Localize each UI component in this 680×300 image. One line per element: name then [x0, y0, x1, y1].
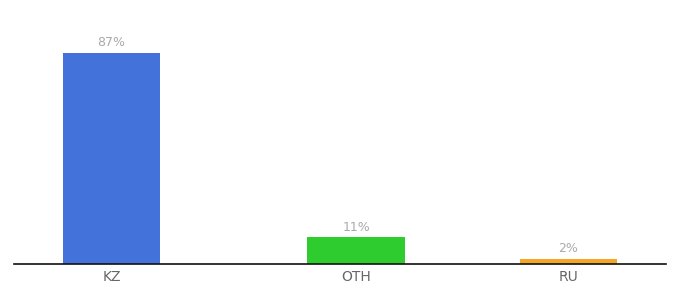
Bar — [307, 237, 405, 264]
Text: 2%: 2% — [558, 242, 579, 256]
Text: 11%: 11% — [343, 220, 370, 234]
Bar — [63, 52, 160, 264]
Text: 87%: 87% — [97, 36, 126, 49]
Bar — [520, 259, 617, 264]
